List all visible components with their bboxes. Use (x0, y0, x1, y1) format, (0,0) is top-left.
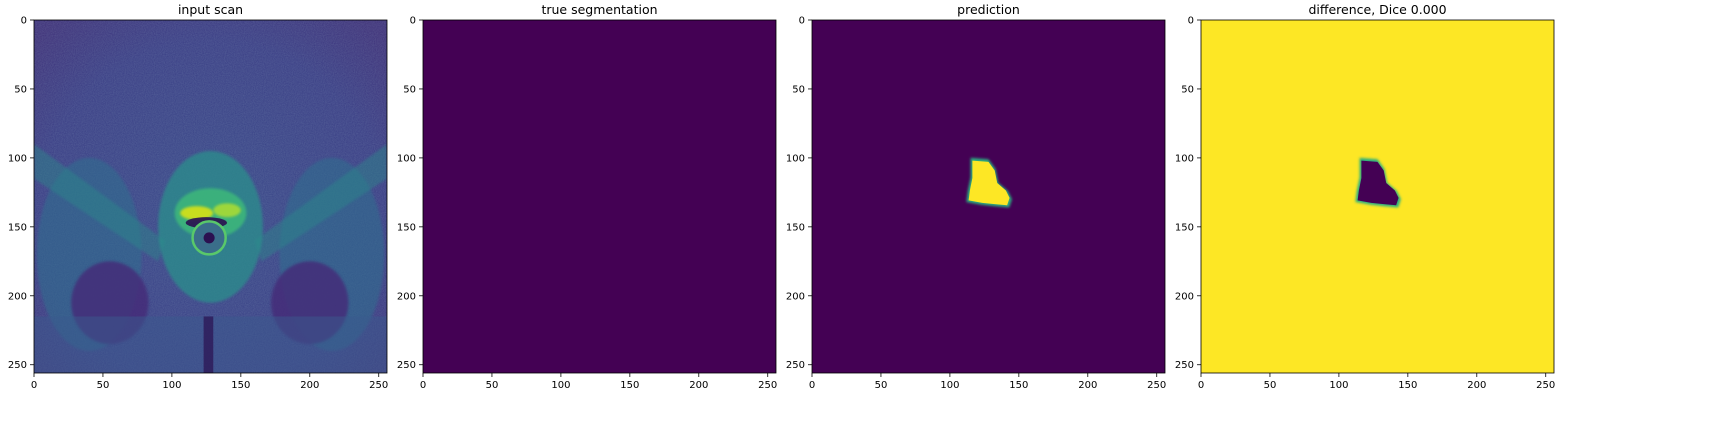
x-tick-label: 200 (1078, 380, 1097, 391)
y-tick-label: 200 (8, 291, 27, 302)
x-tick-label: 0 (1198, 380, 1204, 391)
y-tick-label: 50 (14, 84, 27, 95)
panel-2: true segmentation 0 50 100 150 200 250 0 50 100 15… (397, 2, 777, 391)
y-tick-label: 100 (1175, 153, 1194, 164)
x-tick-label: 100 (162, 380, 181, 391)
y-tick-label: 150 (8, 222, 27, 233)
panels-layer: input scan 0 50 100 150 200 250 0 50 100 150 200 250… (8, 2, 1555, 391)
panel-image (1201, 20, 1554, 373)
x-tick-label: 150 (231, 380, 250, 391)
y-tick-label: 0 (410, 16, 416, 27)
x-tick-label: 0 (809, 380, 815, 391)
panel-image (34, 20, 387, 373)
y-tick-label: 100 (397, 153, 416, 164)
y-tick-label: 50 (792, 84, 805, 95)
panel-title: true segmentation (541, 2, 657, 17)
y-tick-label: 0 (799, 16, 805, 27)
y-tick-label: 250 (397, 360, 416, 371)
panel-title: prediction (957, 2, 1020, 17)
axes-frame (811, 19, 1166, 374)
x-tick-label: 50 (486, 380, 499, 391)
y-tick-label: 0 (21, 16, 27, 27)
x-tick-label: 250 (1147, 380, 1166, 391)
x-tick-label: 150 (620, 380, 639, 391)
y-tick-label: 150 (786, 222, 805, 233)
y-tick-label: 250 (786, 360, 805, 371)
panel-3: prediction 0 50 100 150 200 250 0 50 100 150 200 250 (786, 2, 1166, 391)
x-tick-label: 250 (758, 380, 777, 391)
blob (968, 160, 1010, 206)
y-tick-label: 50 (403, 84, 416, 95)
panel-title: difference, Dice 0.000 (1308, 2, 1446, 17)
y-tick-label: 0 (1188, 16, 1194, 27)
x-tick-label: 50 (1264, 380, 1277, 391)
y-tick-label: 250 (8, 360, 27, 371)
x-tick-label: 50 (875, 380, 888, 391)
panel-title: input scan (178, 2, 243, 17)
x-tick-label: 0 (420, 380, 426, 391)
x-tick-label: 150 (1009, 380, 1028, 391)
x-tick-label: 200 (300, 380, 319, 391)
blob (1357, 160, 1399, 206)
panel-image (812, 20, 1165, 373)
y-tick-label: 150 (1175, 222, 1194, 233)
panel-4: difference, Dice 0.000 0 50 100 150 200 250 0 50… (1175, 2, 1555, 391)
y-tick-label: 100 (8, 153, 27, 164)
x-tick-label: 100 (551, 380, 570, 391)
x-tick-label: 250 (1536, 380, 1555, 391)
axes-frame (33, 19, 388, 374)
x-tick-label: 200 (1467, 380, 1486, 391)
x-tick-label: 100 (940, 380, 959, 391)
x-tick-label: 250 (369, 380, 388, 391)
x-tick-label: 200 (689, 380, 708, 391)
panel-1: input scan 0 50 100 150 200 250 0 50 100 150 200 250 (8, 2, 388, 391)
y-tick-label: 200 (1175, 291, 1194, 302)
y-tick-label: 50 (1181, 84, 1194, 95)
x-tick-label: 50 (97, 380, 110, 391)
x-tick-label: 150 (1398, 380, 1417, 391)
y-tick-label: 100 (786, 153, 805, 164)
axes-frame (1200, 19, 1555, 374)
y-tick-label: 150 (397, 222, 416, 233)
panel-image (423, 20, 776, 373)
x-tick-label: 0 (31, 380, 37, 391)
y-tick-label: 250 (1175, 360, 1194, 371)
x-tick-label: 100 (1329, 380, 1348, 391)
axes-frame (422, 19, 777, 374)
y-tick-label: 200 (786, 291, 805, 302)
y-tick-label: 200 (397, 291, 416, 302)
